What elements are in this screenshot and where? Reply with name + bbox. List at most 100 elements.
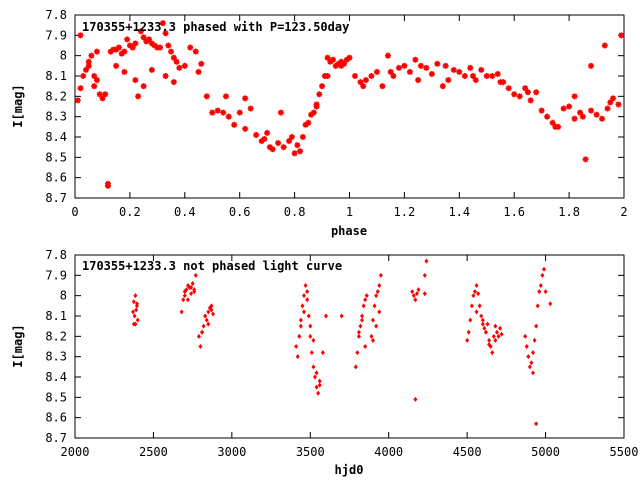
phased-data-point <box>324 73 331 79</box>
unphased-data-point <box>323 313 328 319</box>
unphased-data-point <box>540 272 545 278</box>
unphased-data-point <box>531 370 536 376</box>
unphased-data-point <box>203 313 208 319</box>
unphased-data-point <box>535 303 540 309</box>
phased-data-point <box>261 136 268 143</box>
phased-data-point <box>80 72 87 80</box>
phased-data-point <box>373 68 380 75</box>
phased-data-point <box>415 77 422 84</box>
unphased-data-point <box>134 307 139 313</box>
unphased-y-tick-label: 8.7 <box>45 431 67 445</box>
phased-data-point <box>511 91 518 98</box>
phased-data-point <box>236 109 243 116</box>
unphased-data-point <box>308 333 313 339</box>
phased-data-point <box>77 32 84 39</box>
unphased-data-point <box>548 301 553 307</box>
unphased-data-point <box>363 344 368 349</box>
phased-x-tick-label: 0.8 <box>284 205 306 219</box>
phased-data-point <box>222 93 229 100</box>
unphased-data-point <box>305 289 310 295</box>
unphased-data-point <box>476 291 481 297</box>
phased-data-point <box>434 60 441 67</box>
unphased-y-tick-label: 7.8 <box>45 248 67 262</box>
phased-data-point <box>483 73 490 79</box>
phased-data-point <box>162 72 169 80</box>
phased-data-point <box>170 54 177 61</box>
unphased-data-point <box>465 337 470 343</box>
phased-data-point <box>305 119 312 126</box>
unphased-data-point <box>302 309 307 315</box>
unphased-data-point <box>355 350 360 356</box>
phased-data-point <box>82 66 89 73</box>
phased-y-tick-label: 7.8 <box>45 8 67 22</box>
phased-data-point <box>571 115 578 122</box>
phased-data-point <box>195 68 202 75</box>
unphased-data-point <box>303 283 308 288</box>
phased-data-point <box>132 40 139 47</box>
unphased-data-point <box>534 323 539 329</box>
unphased-data-point <box>363 297 368 303</box>
unphased-data-point <box>209 307 214 313</box>
phased-data-point <box>390 73 397 79</box>
phased-data-point <box>571 93 578 100</box>
unphased-data-point <box>298 317 303 323</box>
unphased-data-point <box>422 291 427 297</box>
unphased-data-point <box>411 293 416 299</box>
unphased-data-point <box>422 272 427 278</box>
phased-y-tick-label: 8.1 <box>45 69 67 83</box>
phased-data-point <box>313 103 320 110</box>
phased-data-point <box>165 42 172 49</box>
phased-panel: 0 0.2 0.4 0.6 0.8 1 1.2 1.4 1.6 1.8 2 7.8 7.9 8 8.1 8.2… <box>11 8 628 238</box>
phased-data-point <box>115 44 122 51</box>
unphased-data-point <box>471 293 476 299</box>
unphased-data-point <box>477 303 482 309</box>
unphased-data-point <box>375 289 380 295</box>
unphased-data-point <box>377 283 382 288</box>
phased-data-point <box>582 156 589 163</box>
unphased-data-point <box>306 313 311 319</box>
unphased-data-point <box>534 421 539 427</box>
phased-data-point <box>417 62 424 69</box>
phased-data-point <box>129 44 136 51</box>
phased-data-point <box>319 83 326 90</box>
unphased-chart-title: 170355+1233.3 not phased light curve <box>82 259 342 273</box>
phased-data-point <box>552 123 559 130</box>
phased-data-point <box>225 113 232 120</box>
phased-data-point <box>497 79 504 86</box>
unphased-x-tick-label: 3500 <box>296 445 325 459</box>
unphased-data-point <box>531 350 536 356</box>
unphased-data-point <box>189 291 194 297</box>
phased-y-tick-label: 8.7 <box>45 191 67 205</box>
unphased-data-point <box>305 297 310 303</box>
unphased-data-point <box>196 333 201 339</box>
phased-data-point <box>170 79 177 86</box>
unphased-data-point <box>295 354 300 360</box>
phased-data-point <box>423 64 430 71</box>
phased-data-point <box>102 91 109 98</box>
phased-data-point <box>544 113 551 120</box>
phased-data-point <box>604 105 611 112</box>
phased-data-point <box>599 115 606 122</box>
phased-data-point <box>137 28 144 35</box>
unphased-data-point <box>206 321 211 327</box>
phased-data-point <box>360 83 367 90</box>
unphased-data-point <box>353 364 358 370</box>
phased-x-axis-label: phase <box>331 224 367 238</box>
unphased-data-point <box>200 329 205 335</box>
unphased-x-axis-label: hjd0 <box>335 463 364 477</box>
unphased-y-tick-label: 7.9 <box>45 268 67 282</box>
unphased-data-point <box>133 293 138 299</box>
unphased-data-point <box>209 303 214 309</box>
phased-data-point <box>104 182 111 189</box>
phased-data-point <box>277 109 284 116</box>
phased-y-tick-label: 8 <box>60 49 67 63</box>
phased-data-point <box>467 64 474 71</box>
unphased-data-point <box>491 333 496 339</box>
unphased-x-tick-label: 4500 <box>453 445 482 459</box>
phased-data-point <box>577 109 584 116</box>
phased-data-point <box>406 68 413 75</box>
phased-data-point <box>522 85 529 92</box>
phased-data-point <box>299 133 306 141</box>
unphased-data-point <box>198 344 203 349</box>
unphased-x-tick-label: 2500 <box>139 445 168 459</box>
